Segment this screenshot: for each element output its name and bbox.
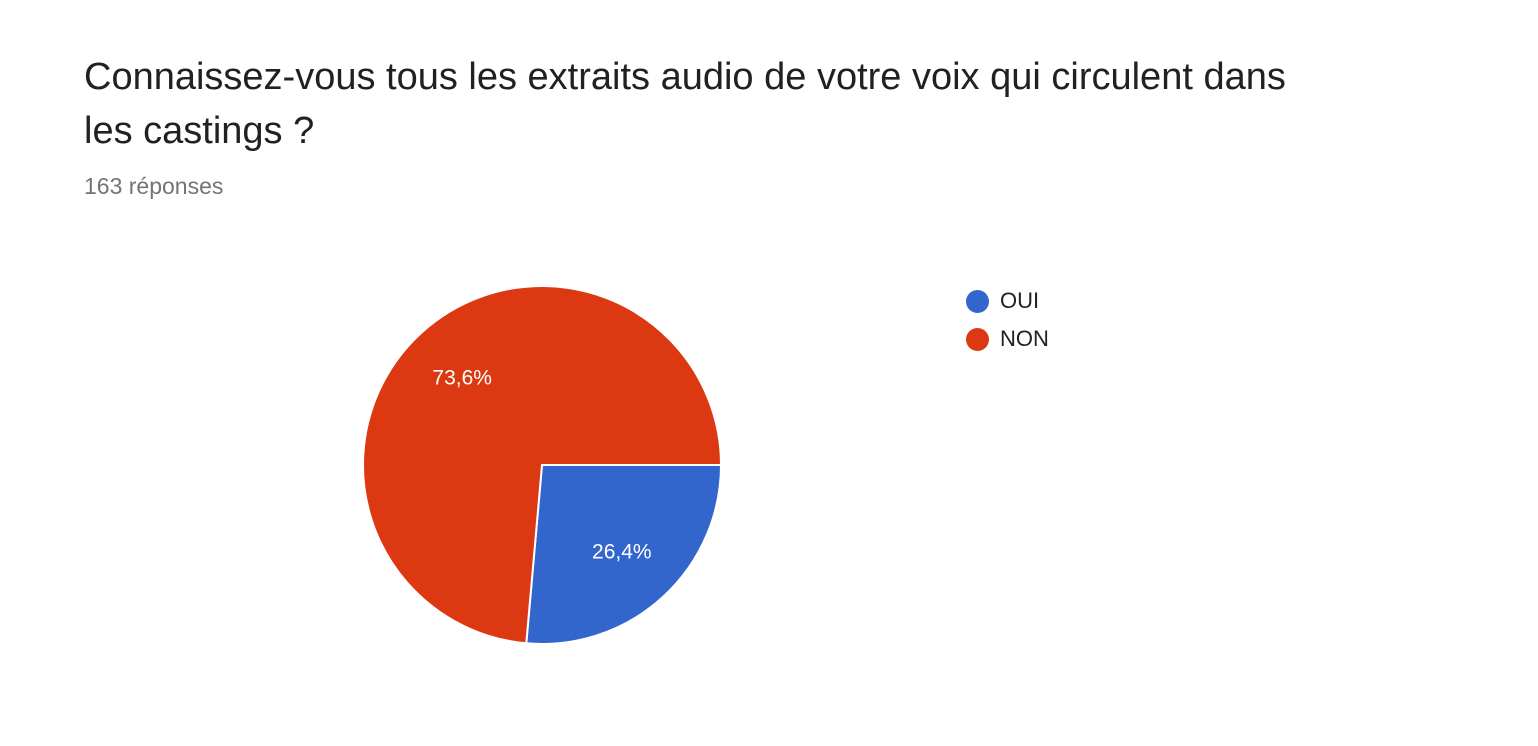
legend-label-oui: OUI — [1000, 288, 1040, 313]
legend-item-non[interactable]: NON — [966, 320, 1049, 358]
legend-swatch-non — [966, 327, 989, 351]
legend-item-oui[interactable]: OUI — [966, 282, 1049, 320]
legend-swatch-oui — [966, 289, 989, 313]
pie-label-non: 73,6% — [432, 366, 492, 389]
pie-slice-oui[interactable] — [525, 464, 723, 645]
pie-label-oui: 26,4% — [592, 541, 652, 564]
legend-label-non: NON — [1000, 326, 1049, 351]
question-title: Connaissez-vous tous les extraits audio … — [84, 56, 1286, 152]
chart-legend: OUI NON — [966, 282, 1049, 358]
response-count: 163 réponses — [84, 173, 224, 199]
pie-slice-non[interactable] — [362, 285, 723, 645]
